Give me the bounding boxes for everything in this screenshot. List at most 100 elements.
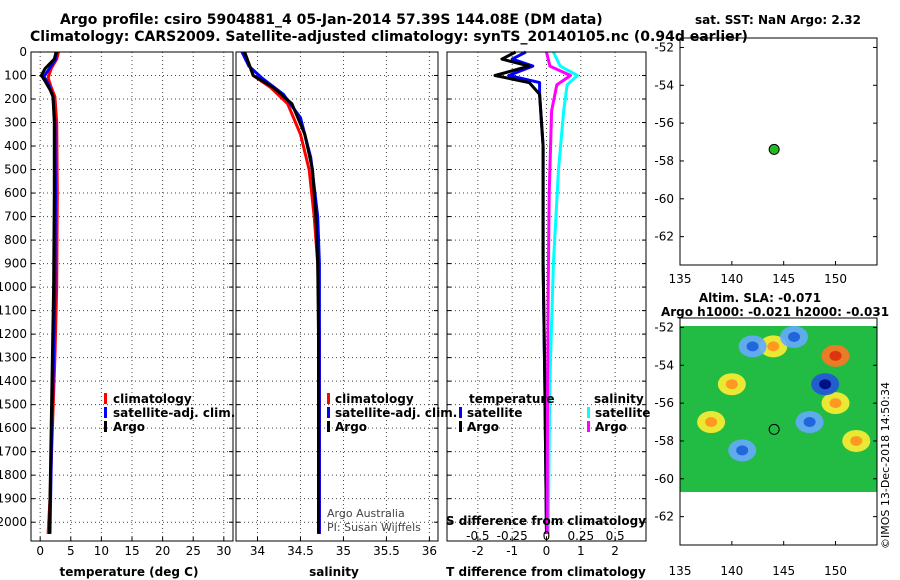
depth-tick-label: 600 [4,186,27,200]
difference-x-tick-label: 1 [577,544,585,558]
legend1-label-argo: Argo [113,420,145,434]
salinity-plot-frame [235,51,439,542]
depth-tick-label: 300 [4,116,27,130]
sla-map-lat-tick-label: -62 [654,510,674,524]
legend3-swatch-temp-satellite [459,407,462,418]
salinity-series-satellite-adj-clim- [240,51,321,534]
depth-tick-label: 2000 [0,515,27,529]
difference-x-tick-label: 0 [543,544,551,558]
top-axis-label-difference: S difference from climatology [446,514,646,528]
sst-map-lon-tick-label: 135 [669,272,692,286]
s-difference-tick-label: 0.25 [567,529,594,543]
difference-series-argo-temperature- [493,50,548,534]
sla-anomaly-core [803,417,816,428]
sla-anomaly-core [705,417,718,428]
temperature-grid [31,51,233,541]
sla-map-argo-position-marker [768,423,780,435]
temperature-x-tick-label: 25 [186,544,201,558]
s-difference-tick-label: -0.25 [497,529,528,543]
sla-map-lon-tick-label: 140 [720,564,743,578]
salinity-x-tick-label: 35 [336,544,351,558]
sla-map-lat-tick-label: -60 [654,472,674,486]
legend2-swatch-argo [327,421,330,432]
depth-tick-label: 1700 [0,445,27,459]
salinity-x-tick-label: 34 [250,544,265,558]
salinity-grid [236,51,438,541]
legend3-salinity-header: salinity [594,392,644,406]
legend2-swatch-climatology [327,393,330,404]
credit-argo-australia: Argo Australia [327,507,405,520]
salinity-series-argo [243,51,320,534]
legend1-swatch-satellite [104,407,107,418]
depth-tick-label: 500 [4,163,27,177]
sst-map-lat-tick-label: -58 [654,154,674,168]
depth-tick-label: 1800 [0,468,27,482]
depth-tick-label: 1600 [0,421,27,435]
sla-map-lon-tick-label: 135 [669,564,692,578]
difference-series-argo-salinity- [545,51,572,534]
legend3-label-temp-argo: Argo [467,420,499,434]
sla-map-frame [679,317,878,546]
salinity-x-tick-label: 35.5 [373,544,400,558]
sla-anomaly-core [736,445,749,456]
legend2-label-climatology: climatology [335,392,414,406]
legend1-label-climatology: climatology [113,392,192,406]
sla-anomaly-core [767,341,780,352]
sla-anomaly-core [829,350,842,361]
depth-tick-label: 100 [4,69,27,83]
depth-tick-label: 1500 [0,398,27,412]
salinity-x-tick-label: 34.5 [287,544,314,558]
figure-title-line1: Argo profile: csiro 5904881_4 05-Jan-201… [60,12,603,28]
depth-tick-label: 0 [19,45,27,59]
sla-anomaly-core [725,379,738,390]
depth-tick-label: 200 [4,92,27,106]
sla-anomaly-core [746,341,759,352]
imos-timestamp-stamp: ©IMOS 13-Dec-2018 14:50:34 [879,382,892,549]
sla-anomaly-core [819,379,832,390]
sla-map-lat-tick-label: -56 [654,396,674,410]
difference-x-tick-label: -1 [506,544,518,558]
xlabel-difference: T difference from climatology [446,565,646,579]
temperature-x-tick-label: 15 [124,544,139,558]
sst-map-lat-tick-label: -54 [654,78,674,92]
sst-map-lon-tick-label: 145 [772,272,795,286]
temperature-x-tick-label: 20 [155,544,170,558]
xlabel-temperature: temperature (deg C) [60,565,199,579]
temperature-x-tick-label: 5 [67,544,75,558]
credit-pi: PI: Susan Wijffels [327,521,421,534]
legend2-label-argo: Argo [335,420,367,434]
sst-map-lat-tick-label: -52 [654,40,674,54]
legend3-label-temp-satellite: satellite [467,406,522,420]
sst-map-argo-position-marker [768,143,780,155]
difference-x-tick-label: 2 [611,544,619,558]
difference-grid [447,51,646,541]
depth-tick-label: 800 [4,233,27,247]
difference-x-tick-label: -2 [472,544,484,558]
sst-map-lon-tick-label: 140 [720,272,743,286]
legend3-swatch-sal-satellite [587,407,590,418]
legend1-swatch-climatology [104,393,107,404]
sla-anomaly-core [788,331,801,342]
sla-map-subtitle: Argo h1000: -0.021 h2000: -0.031 [661,305,889,319]
depth-tick-label: 1400 [0,374,27,388]
s-difference-tick-label: 0.5 [606,529,625,543]
legend3-label-sal-satellite: satellite [595,406,650,420]
figure-title-line2: Climatology: CARS2009. Satellite-adjuste… [30,29,748,45]
sst-map-lat-tick-label: -62 [654,230,674,244]
difference-plot-frame [446,51,647,542]
depth-tick-label: 1200 [0,327,27,341]
legend3-swatch-sal-argo [587,421,590,432]
temperature-x-tick-label: 30 [216,544,231,558]
xlabel-salinity: salinity [309,565,359,579]
depth-tick-label: 700 [4,210,27,224]
sst-map-title: sat. SST: NaN Argo: 2.32 [695,13,861,27]
legend1-swatch-argo [104,421,107,432]
temperature-series-argo [39,51,58,534]
sla-map-title: Altim. SLA: -0.071 [699,291,821,305]
temperature-plot-frame [30,51,234,542]
depth-tick-label: 400 [4,139,27,153]
s-difference-tick-label: -0.5 [466,529,489,543]
sla-anomaly-core [829,398,842,409]
legend3-swatch-temp-argo [459,421,462,432]
